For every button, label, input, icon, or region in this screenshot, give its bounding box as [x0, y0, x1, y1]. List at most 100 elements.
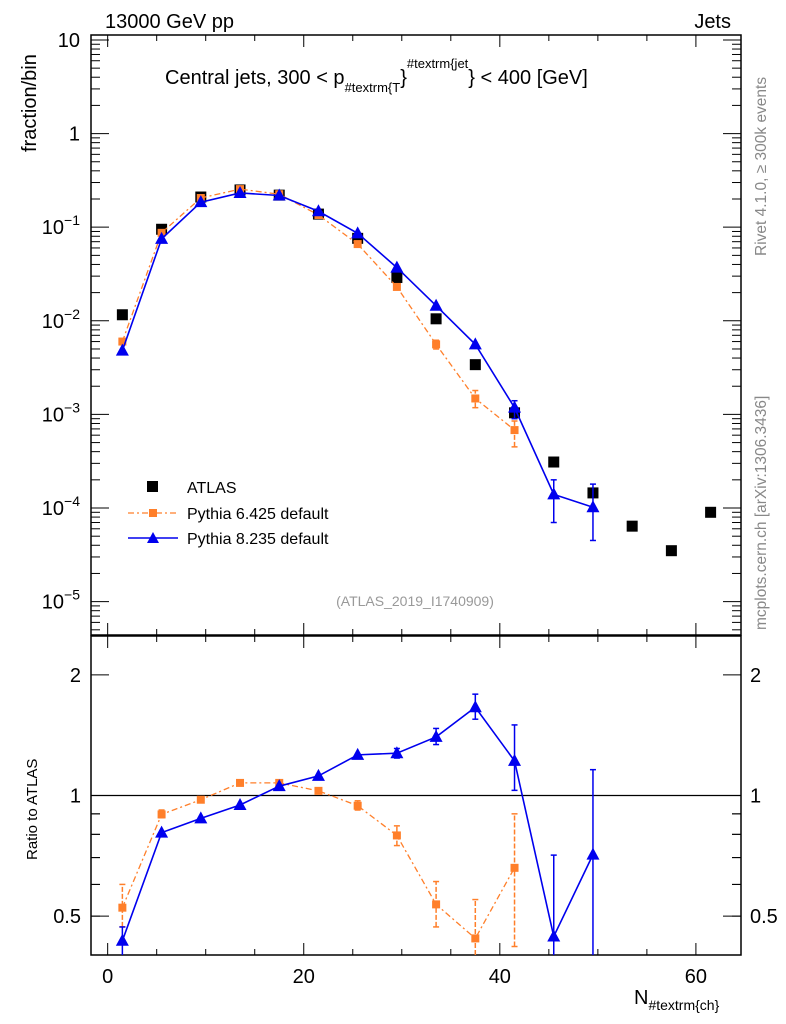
legend-marker-atlas [147, 481, 158, 492]
ratio-pythia8-line [121, 706, 594, 942]
pythia8-point [233, 185, 247, 198]
x-title-sub: #textrm{ch} [648, 997, 719, 1013]
atlas-point [665, 545, 677, 557]
y-tick-label-base: 10 [42, 217, 64, 239]
ratio-pythia8-point [233, 797, 247, 810]
pythia8-point [115, 343, 129, 356]
pythia8-point [586, 500, 600, 513]
ratio-pythia6-point [510, 863, 519, 872]
legend-label-pythia8: Pythia 8.235 default [187, 531, 329, 548]
header-right: Jets [694, 11, 731, 33]
ratio-pythia8-point [508, 753, 522, 766]
ratio-tick-label-left: 2 [70, 665, 81, 687]
ratio-pythia8-point [272, 779, 286, 792]
x-tick-label: 0 [102, 966, 113, 988]
y-tick-label-exp: −3 [64, 399, 80, 415]
ratio-pythia6-line [121, 782, 516, 940]
pythia8-point [194, 195, 208, 208]
y-tick-label: 10−1 [42, 212, 80, 239]
y-tick-label: 10−3 [42, 399, 80, 426]
legend-label-pythia6: Pythia 6.425 default [187, 506, 329, 523]
ratio-pythia6-point [314, 786, 323, 795]
ratio-pythia6-point [392, 831, 401, 840]
ratio-pythia6-point [471, 934, 480, 943]
title-sup: #textrm{jet [407, 56, 469, 71]
y-tick-label-exp: −2 [64, 306, 80, 322]
ratio-pythia8-point [311, 768, 325, 781]
y-tick-label-base: 1 [69, 124, 80, 146]
atlas-point [352, 232, 364, 244]
y-tick-label-base: 10 [42, 592, 64, 614]
mcplots-label: mcplots.cern.ch [arXiv:1306.3436] [753, 396, 770, 630]
pythia8-point [547, 487, 561, 500]
legend-label-atlas: ATLAS [187, 480, 237, 497]
rivet-label: Rivet 4.1.0, ≥ 300k events [753, 77, 770, 256]
x-title-main: N [634, 987, 648, 1009]
y-tick-label-base: 10 [42, 311, 64, 333]
title-main: Central jets, 300 < p [165, 67, 345, 89]
legend-marker-pythia8 [147, 532, 159, 543]
pythia8-point [390, 260, 404, 273]
analysis-annotation: (ATLAS_2019_I1740909) [336, 593, 494, 609]
ratio-tick-label-left: 0.5 [53, 906, 81, 928]
x-tick-label: 40 [489, 966, 511, 988]
ratio-panel: 0.5 0.51 12 20 20 40 60 [53, 635, 778, 988]
y-tick-label: 10−4 [42, 493, 80, 520]
pythia6-point [118, 337, 127, 346]
ratio-tick-label-right: 0.5 [750, 906, 778, 928]
y-tick-label-exp: −4 [64, 493, 80, 509]
x-tick-label: 20 [293, 966, 315, 988]
ratio-pythia6-point [236, 778, 245, 787]
title-tail: } < 400 [GeV] [468, 67, 588, 89]
ratio-tick-label-left: 1 [70, 786, 81, 808]
pythia8-point [508, 400, 522, 413]
pythia6-point [510, 426, 519, 435]
y-tick-label: 1 [69, 124, 80, 146]
x-tick-label: 60 [685, 966, 707, 988]
pythia6-point [392, 282, 401, 291]
atlas-point [391, 272, 403, 284]
ratio-pythia6-point [196, 795, 205, 804]
ratio-tick-label-right: 1 [750, 786, 761, 808]
pythia6-point [353, 240, 362, 249]
pythia8-point [468, 337, 482, 350]
ratio-tick-label-right: 2 [750, 665, 761, 687]
ratio-pythia8-point [194, 811, 208, 824]
pythia8-point [155, 231, 169, 244]
legend: ATLAS Pythia 6.425 default Pythia 8.235 … [128, 480, 329, 548]
ratio-pythia8-point [351, 747, 365, 760]
x-axis-title: N#textrm{ch} [634, 987, 720, 1013]
ratio-pythia8-point [586, 847, 600, 860]
ratio-pythia8-point [547, 929, 561, 942]
y-tick-label-base: 10 [42, 498, 64, 520]
y-tick-label-base: 10 [42, 404, 64, 426]
atlas-point [705, 506, 717, 518]
atlas-point [469, 359, 481, 371]
title-mid: } [400, 67, 407, 89]
pythia8-point [429, 298, 443, 311]
pythia6-line [121, 188, 515, 431]
ratio-axis-title: Ratio to ATLAS [24, 759, 41, 860]
y-tick-label: 10 [58, 30, 80, 52]
y-tick-label-exp: −5 [64, 587, 80, 603]
main-title: Central jets, 300 < p#textrm{T}#textrm{j… [165, 56, 588, 95]
title-sub: #textrm{T [345, 80, 401, 95]
pythia8-point [351, 226, 365, 239]
pythia8-point [311, 204, 325, 217]
atlas-point [116, 309, 128, 321]
y-tick-label: 10−5 [42, 587, 80, 614]
ratio-pythia6-point [353, 801, 362, 810]
y-tick-label-exp: −1 [64, 212, 80, 228]
ratio-pythia8-point [429, 729, 443, 742]
ratio-pythia8-point [468, 700, 482, 713]
pythia6-point [432, 340, 441, 349]
header-left: 13000 GeV pp [105, 11, 234, 33]
ratio-pythia6-point [118, 903, 127, 912]
ratio-pythia8-point [155, 825, 169, 838]
y-tick-label: 10−2 [42, 306, 80, 333]
pythia6-point [471, 394, 480, 403]
legend-marker-pythia6 [149, 509, 157, 517]
y-axis-title: fraction/bin [19, 54, 41, 152]
atlas-point [430, 313, 442, 325]
